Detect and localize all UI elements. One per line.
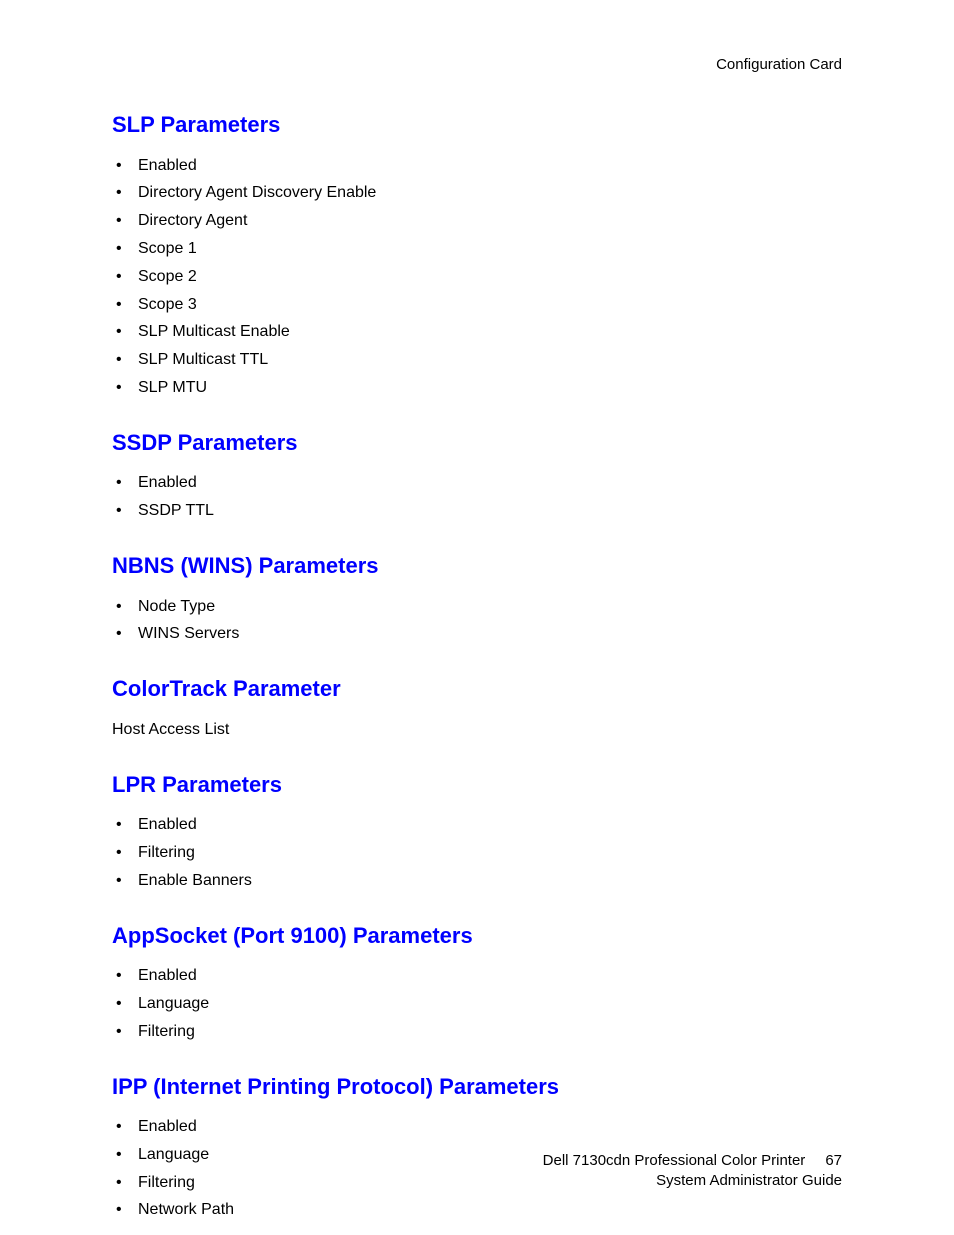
section-appsocket: AppSocket (Port 9100) Parameters Enabled…	[112, 922, 842, 1045]
list-item: Scope 1	[138, 237, 842, 262]
page-content: Configuration Card SLP Parameters Enable…	[0, 0, 954, 1223]
bullet-list: Enabled Directory Agent Discovery Enable…	[112, 154, 842, 401]
list-item: Filtering	[138, 1020, 842, 1045]
list-item: Enabled	[138, 813, 842, 838]
bullet-list: Node Type WINS Servers	[112, 595, 842, 648]
list-item: WINS Servers	[138, 622, 842, 647]
list-item: Language	[138, 992, 842, 1017]
section-colortrack: ColorTrack Parameter Host Access List	[112, 675, 842, 742]
footer-line1: Dell 7130cdn Professional Color Printer 6…	[543, 1151, 842, 1171]
section-heading: SLP Parameters	[112, 111, 842, 140]
page-header-right: Configuration Card	[112, 56, 842, 73]
list-item: Enabled	[138, 1115, 842, 1140]
list-item: Enable Banners	[138, 869, 842, 894]
section-lpr: LPR Parameters Enabled Filtering Enable …	[112, 771, 842, 894]
list-item: SSDP TTL	[138, 499, 842, 524]
bullet-list: Enabled Filtering Enable Banners	[112, 813, 842, 893]
footer-line2: System Administrator Guide	[543, 1171, 842, 1191]
list-item: Scope 2	[138, 265, 842, 290]
section-heading: ColorTrack Parameter	[112, 675, 842, 704]
list-item: Filtering	[138, 841, 842, 866]
section-nbns: NBNS (WINS) Parameters Node Type WINS Se…	[112, 552, 842, 647]
list-item: Enabled	[138, 964, 842, 989]
section-ipp: IPP (Internet Printing Protocol) Paramet…	[112, 1073, 842, 1224]
section-slp: SLP Parameters Enabled Directory Agent D…	[112, 111, 842, 401]
list-item: Directory Agent Discovery Enable	[138, 181, 842, 206]
list-item: SLP Multicast TTL	[138, 348, 842, 373]
page-number: 67	[825, 1152, 842, 1169]
bullet-list: Enabled SSDP TTL	[112, 471, 842, 524]
section-heading: LPR Parameters	[112, 771, 842, 800]
list-item: SLP Multicast Enable	[138, 320, 842, 345]
list-item: Network Path	[138, 1198, 842, 1223]
list-item: Node Type	[138, 595, 842, 620]
footer-product: Dell 7130cdn Professional Color Printer	[543, 1152, 806, 1169]
list-item: Enabled	[138, 471, 842, 496]
section-heading: AppSocket (Port 9100) Parameters	[112, 922, 842, 951]
page-footer: Dell 7130cdn Professional Color Printer 6…	[543, 1151, 842, 1192]
bullet-list: Enabled Language Filtering	[112, 964, 842, 1044]
section-heading: IPP (Internet Printing Protocol) Paramet…	[112, 1073, 842, 1102]
plain-text: Host Access List	[112, 718, 842, 743]
list-item: SLP MTU	[138, 376, 842, 401]
list-item: Enabled	[138, 154, 842, 179]
list-item: Directory Agent	[138, 209, 842, 234]
list-item: Scope 3	[138, 293, 842, 318]
section-ssdp: SSDP Parameters Enabled SSDP TTL	[112, 429, 842, 524]
section-heading: SSDP Parameters	[112, 429, 842, 458]
section-heading: NBNS (WINS) Parameters	[112, 552, 842, 581]
